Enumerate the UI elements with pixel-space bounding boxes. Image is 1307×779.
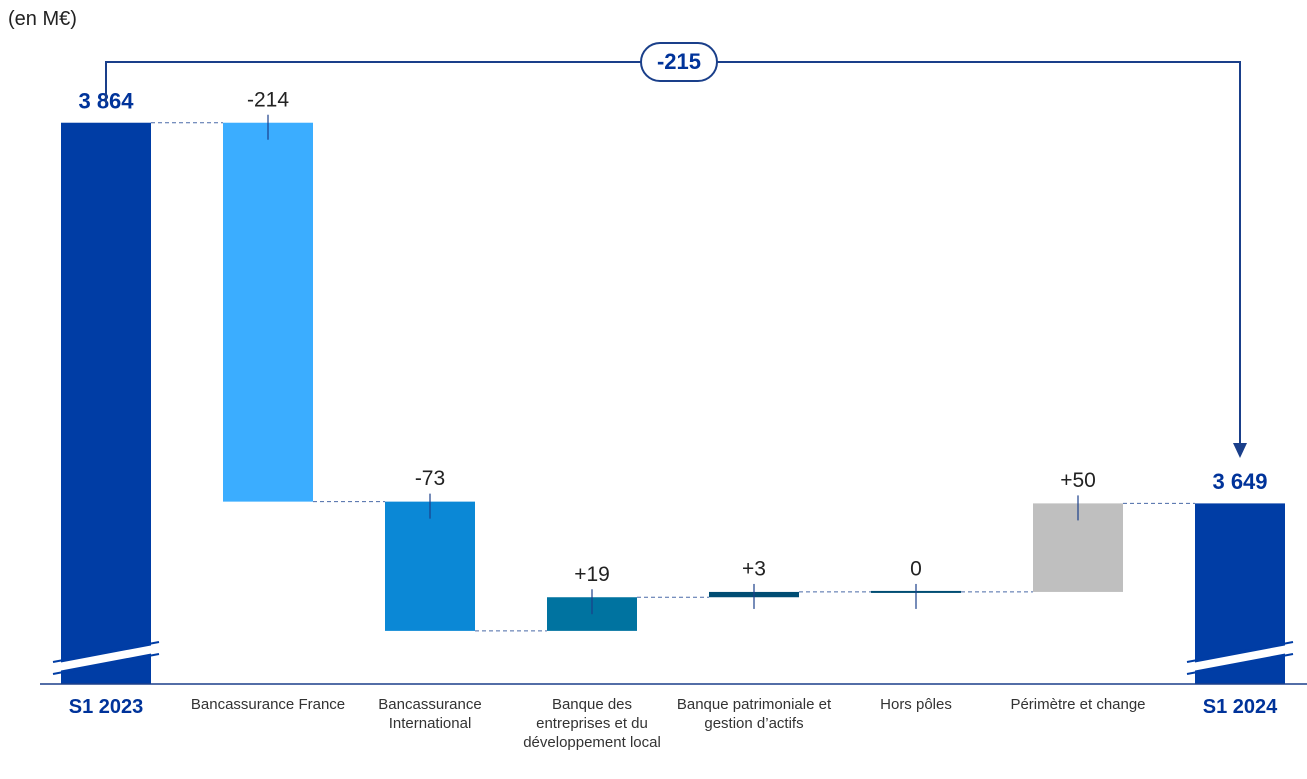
axis-break <box>1186 641 1294 663</box>
value-label: -214 <box>247 88 289 111</box>
value-label: -73 <box>415 467 445 490</box>
unit-label: (en M€) <box>8 8 77 30</box>
axis-break <box>1186 653 1294 675</box>
value-label: 3 649 <box>1212 469 1267 494</box>
category-label: Banque patrimoniale et gestion d’actifs <box>676 696 832 732</box>
category-label: Hors pôles <box>880 696 952 713</box>
axis-break <box>52 653 160 675</box>
category-label: Bancassurance International <box>378 696 482 732</box>
category-label: S1 2023 <box>68 696 144 718</box>
change-label: -215 <box>657 49 701 74</box>
bar <box>385 501 475 631</box>
category-label: Banque des entreprises et du développeme… <box>523 696 661 751</box>
axis-break <box>52 641 160 663</box>
value-label: +19 <box>574 563 610 586</box>
change-badge <box>640 42 718 82</box>
arrow-head <box>1233 443 1247 458</box>
value-label: +50 <box>1060 469 1096 492</box>
value-label: 0 <box>910 557 922 580</box>
axis-break <box>1186 644 1294 672</box>
axis-break <box>52 644 160 672</box>
value-label: +3 <box>742 557 766 580</box>
bar <box>61 122 151 685</box>
category-label: Périmètre et change <box>1010 696 1146 713</box>
bar <box>223 122 313 502</box>
category-label: Bancassurance France <box>190 696 346 713</box>
category-label: S1 2024 <box>1202 696 1278 718</box>
